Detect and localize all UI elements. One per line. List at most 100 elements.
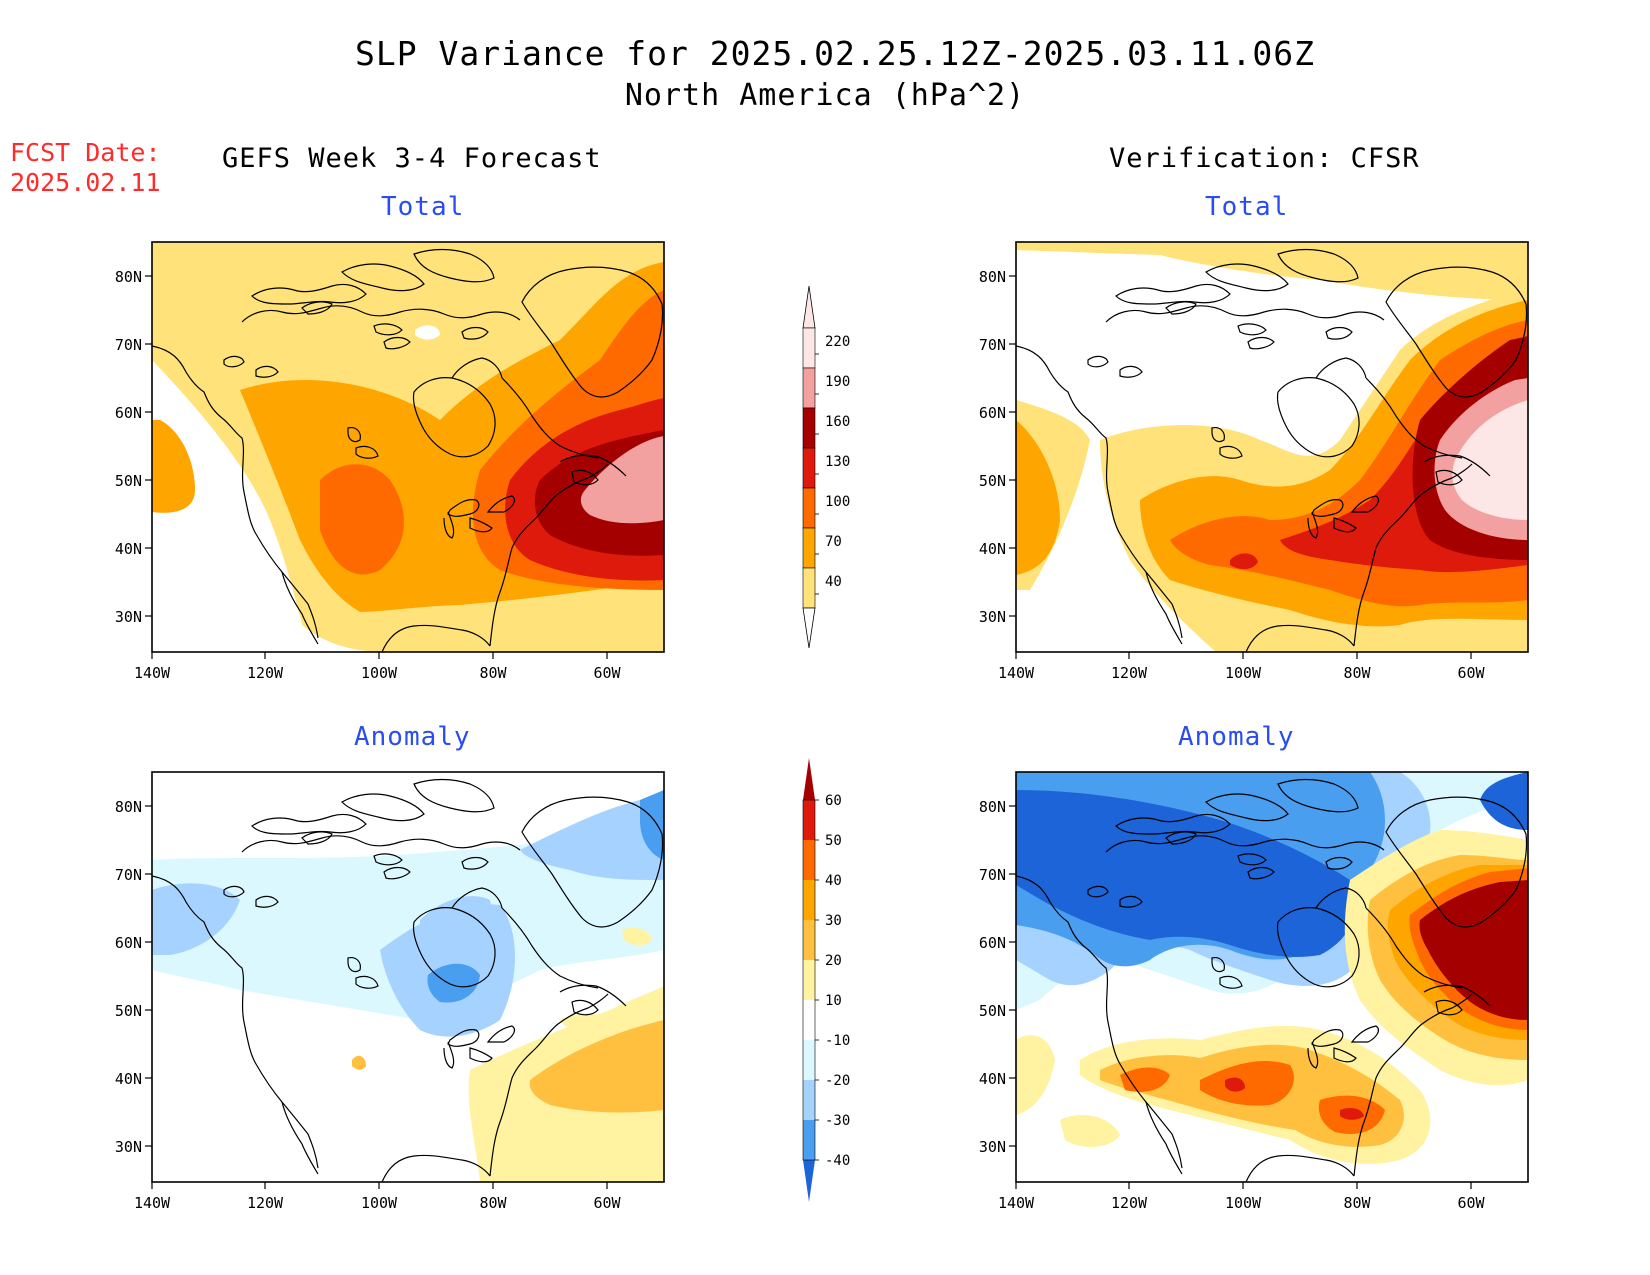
anomaly-colorbar: 60 50 40 30 20 10 -10 -20 -30 -40	[802, 758, 850, 1202]
lat-tick-label: 30N	[115, 1138, 142, 1156]
lon-tick-label: 100W	[1225, 664, 1262, 682]
verification-anomaly-title: Anomaly	[1178, 722, 1295, 752]
lat-tick-label: 30N	[979, 608, 1006, 626]
verification-column-heading: Verification: CFSR	[1109, 143, 1420, 174]
lon-tick-label: 80W	[1343, 1194, 1371, 1212]
axes-layer: 140W 120W 100W 80W 60W 80N 70N 60N 50N 40N 30N 140W…	[115, 268, 1486, 1212]
lat-tick-label: 70N	[115, 866, 142, 884]
forecast-column-heading: GEFS Week 3-4 Forecast	[222, 143, 602, 174]
colorbar-swatch	[803, 1080, 815, 1120]
fcst-date-block: FCST Date: 2025.02.11	[10, 138, 161, 198]
colorbar-level-label: 60	[825, 793, 842, 809]
chart-title: SLP Variance for 2025.02.25.12Z-2025.03.…	[355, 34, 1315, 73]
total-colorbar: 220 190 160 130 100 70 40	[802, 285, 850, 649]
colorbar-swatch	[803, 840, 815, 880]
lat-tick-label: 40N	[115, 1070, 142, 1088]
colorbar-level-label: -10	[825, 1033, 850, 1049]
colorbar-level-label: 30	[825, 913, 842, 929]
lat-tick-label: 40N	[115, 540, 142, 558]
lat-tick-label: 50N	[115, 472, 142, 490]
lon-tick-label: 100W	[361, 664, 398, 682]
lon-tick-label: 100W	[1225, 1194, 1262, 1212]
lon-tick-label: 140W	[998, 1194, 1035, 1212]
colorbar-bottom-cap	[803, 1160, 815, 1202]
colorbar-top-cap	[803, 758, 815, 800]
lat-tick-label: 40N	[979, 1070, 1006, 1088]
verification-total-title: Total	[1205, 192, 1289, 222]
colorbar-level-label: 190	[825, 374, 850, 390]
lon-tick-label: 140W	[998, 664, 1035, 682]
verification-anomaly-frame	[1015, 771, 1529, 1183]
colorbar-level-label: -30	[825, 1113, 850, 1129]
forecast-anomaly-title: Anomaly	[354, 722, 471, 752]
lon-tick-label: 60W	[593, 1194, 621, 1212]
colorbar-level-label: 50	[825, 833, 842, 849]
lat-tick-label: 60N	[115, 934, 142, 952]
colorbar-level-label: 100	[825, 494, 850, 510]
lat-tick-label: 50N	[979, 1002, 1006, 1020]
fcst-date-value: 2025.02.11	[10, 168, 161, 197]
lat-tick-label: 80N	[115, 798, 142, 816]
colorbar-outline	[802, 799, 816, 1161]
lon-tick-label: 80W	[479, 664, 507, 682]
colorbar-swatch	[802, 527, 816, 569]
colorbar-swatch	[802, 487, 816, 529]
lon-tick-label: 60W	[1457, 1194, 1485, 1212]
colorbar-swatch	[802, 407, 816, 449]
colorbar-swatch	[802, 367, 816, 409]
lat-tick-label: 30N	[115, 608, 142, 626]
lat-tick-label: 80N	[979, 268, 1006, 286]
colorbar-swatch	[803, 800, 815, 840]
lat-tick-label: 80N	[979, 798, 1006, 816]
lat-tick-label: 70N	[115, 336, 142, 354]
lon-tick-label: 120W	[1111, 1194, 1148, 1212]
colorbar-swatch	[803, 1040, 815, 1080]
colorbar-bottom-cap	[802, 607, 816, 649]
lat-tick-label: 50N	[979, 472, 1006, 490]
lat-tick-label: 60N	[979, 934, 1006, 952]
colorbar-level-label: 160	[825, 414, 850, 430]
fcst-date-label: FCST Date:	[10, 138, 161, 167]
forecast-anomaly-map	[152, 772, 664, 1182]
chart-subtitle: North America (hPa^2)	[624, 78, 1026, 113]
colorbar-level-label: 20	[825, 953, 842, 969]
lat-tick-label: 70N	[979, 866, 1006, 884]
lat-tick-label: 40N	[979, 540, 1006, 558]
lat-tick-label: 80N	[115, 268, 142, 286]
colorbar-level-label: -40	[825, 1153, 850, 1169]
lat-tick-label: 60N	[979, 404, 1006, 422]
lon-tick-label: 120W	[247, 1194, 284, 1212]
lon-tick-label: 140W	[134, 664, 171, 682]
forecast-total-map	[152, 242, 664, 652]
colorbar-level-label: 40	[825, 873, 842, 889]
colorbar-level-label: 40	[825, 574, 842, 590]
lat-tick-label: 50N	[115, 1002, 142, 1020]
lon-tick-label: 140W	[134, 1194, 171, 1212]
verification-total-map	[1016, 242, 1528, 652]
colorbar-swatch	[803, 1000, 815, 1040]
colorbar-top-cap	[802, 285, 816, 329]
lat-tick-label: 60N	[115, 404, 142, 422]
lon-tick-label: 80W	[479, 1194, 507, 1212]
colorbar-swatch	[803, 880, 815, 920]
lon-tick-label: 60W	[1457, 664, 1485, 682]
colorbar-swatch	[802, 567, 816, 609]
lon-tick-label: 60W	[593, 664, 621, 682]
forecast-total-frame	[151, 241, 665, 653]
colorbar-swatch	[802, 447, 816, 489]
lon-tick-label: 100W	[361, 1194, 398, 1212]
colorbar-swatch	[803, 960, 815, 1000]
colorbar-level-label: 130	[825, 454, 850, 470]
colorbar-level-label: 220	[825, 334, 850, 350]
colorbar-level-label: 70	[825, 534, 842, 550]
colorbar-swatch	[802, 327, 816, 369]
lon-tick-label: 120W	[1111, 664, 1148, 682]
colorbar-swatch	[803, 1120, 815, 1160]
verification-anomaly-map	[1016, 772, 1528, 1182]
colorbar-level-label: 10	[825, 993, 842, 1009]
verification-total-frame	[1015, 241, 1529, 653]
lon-tick-label: 80W	[1343, 664, 1371, 682]
colorbar-level-label: -20	[825, 1073, 850, 1089]
lon-tick-label: 120W	[247, 664, 284, 682]
